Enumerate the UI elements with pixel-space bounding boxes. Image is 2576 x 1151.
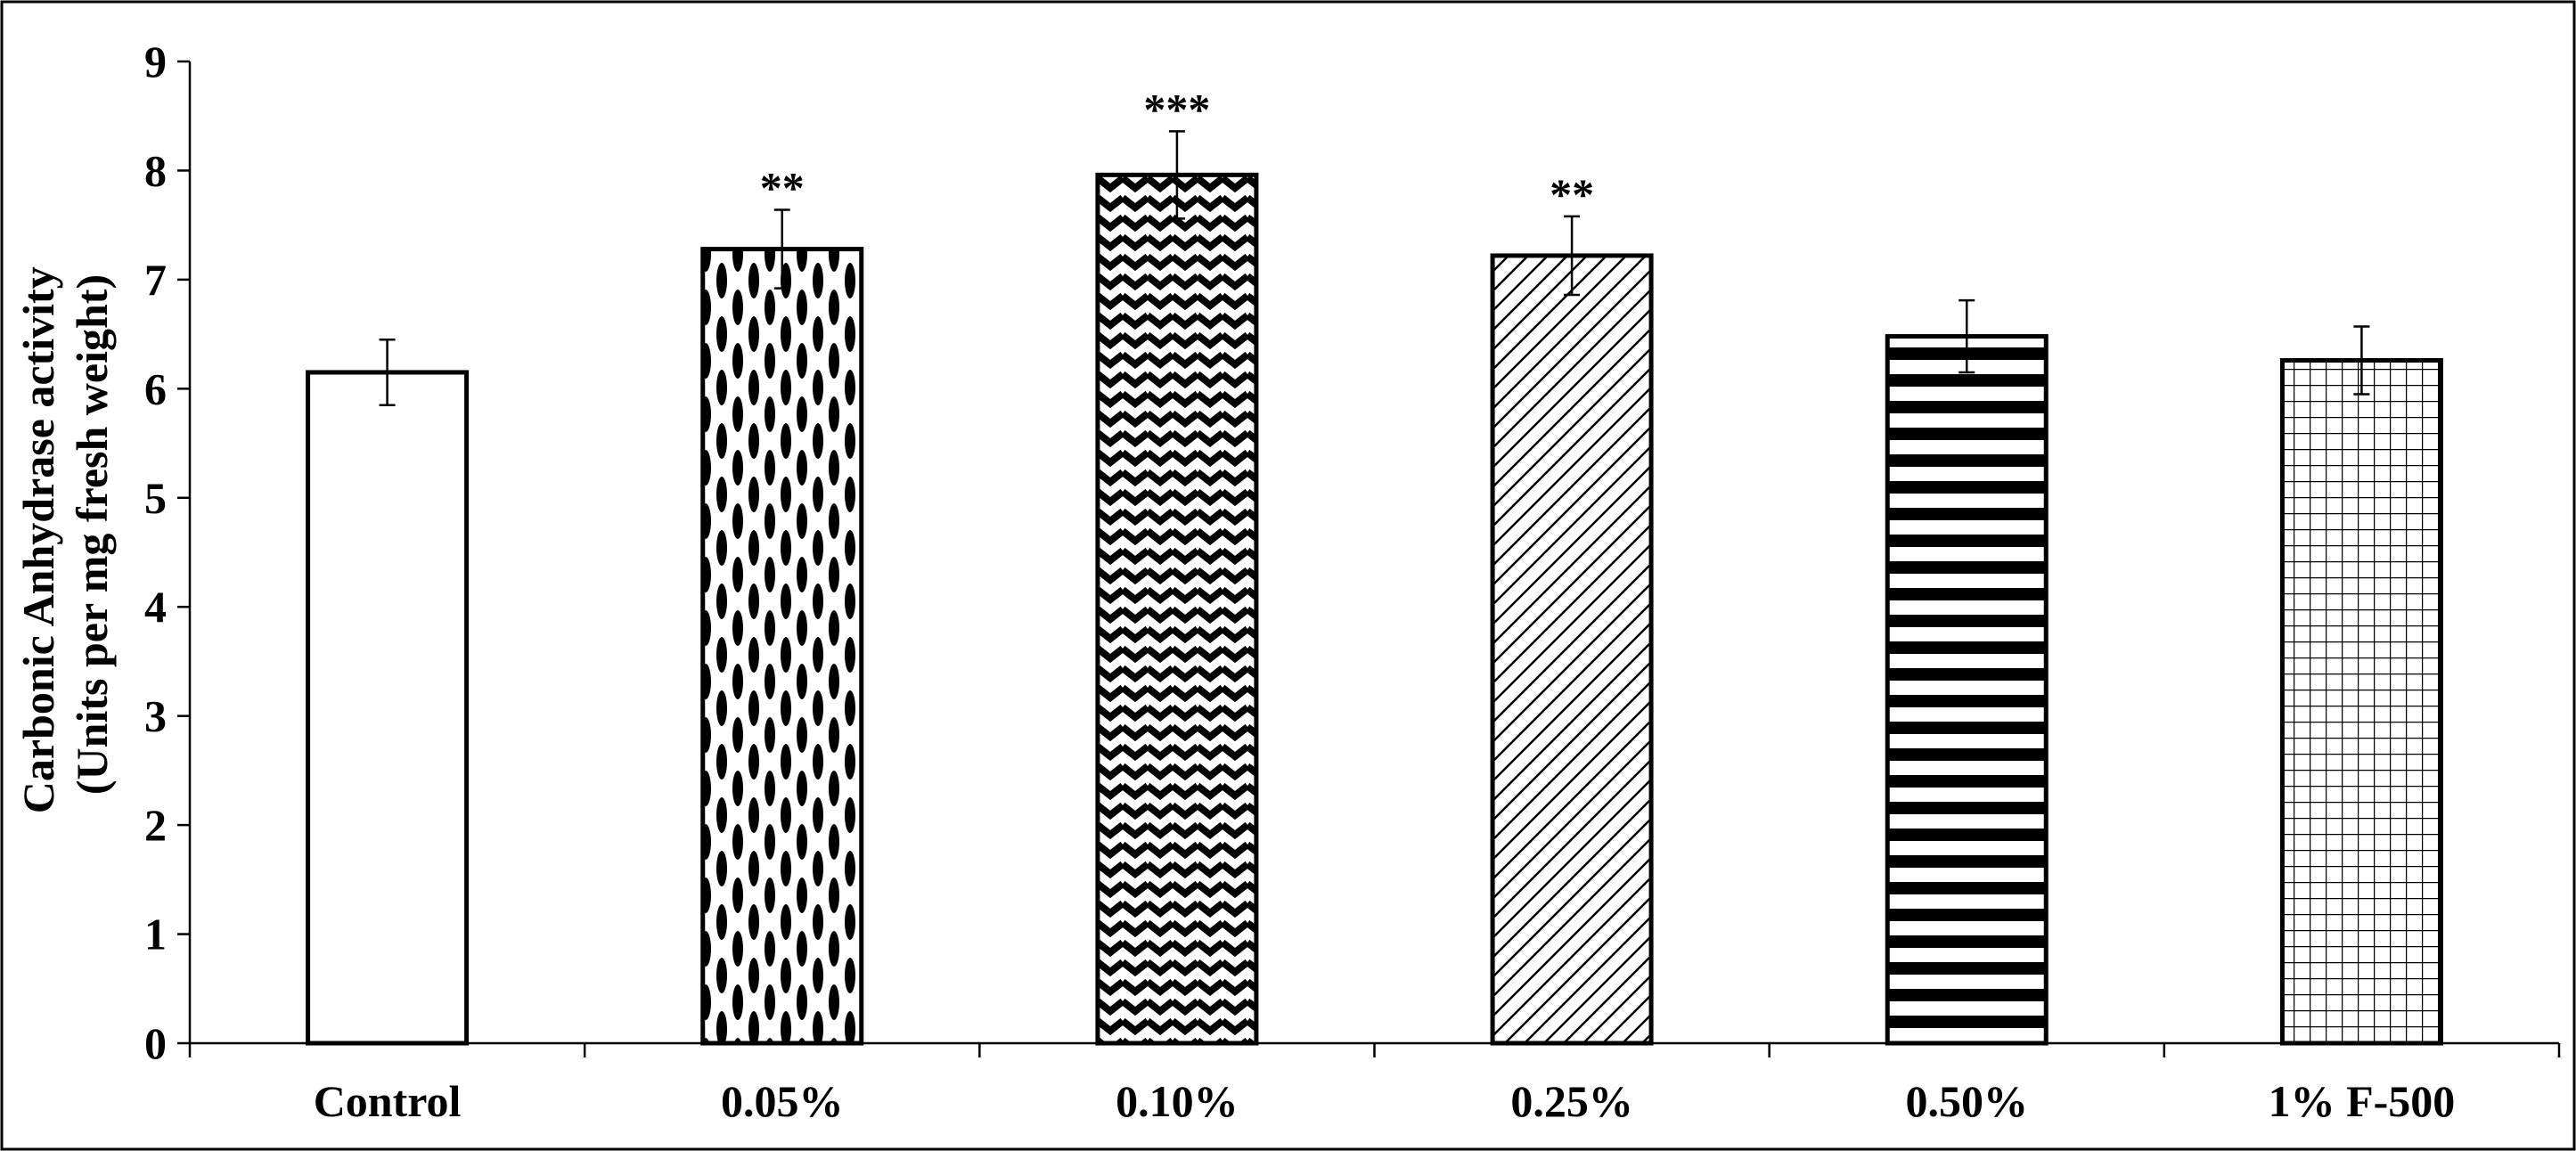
y-tick-label: 0 [144, 1018, 167, 1068]
significance-label: *** [1143, 84, 1210, 134]
y-tick-label: 3 [144, 691, 167, 741]
significance-label: ** [1550, 169, 1594, 219]
y-tick-label: 2 [144, 800, 167, 850]
y-axis-title: Carbonic Anhydrase activity (Units per m… [13, 256, 117, 813]
bar-5 [1885, 334, 2049, 1046]
x-category-label: 0.50% [1906, 1076, 2029, 1126]
y-tick-label: 7 [144, 255, 167, 305]
x-category-label: 1% F-500 [2269, 1076, 2456, 1126]
bar-2 [700, 247, 864, 1046]
y-tick-label: 6 [144, 363, 167, 413]
y-axis-title-line2: (Units per mg fresh weight) [67, 274, 117, 795]
x-category-label: 0.05% [721, 1076, 844, 1126]
y-tick-label: 4 [144, 582, 167, 632]
bars [306, 172, 2443, 1046]
bar-4 [1490, 253, 1654, 1046]
x-axis: Control 0.05% 0.10% 0.25% 0.50% 1% F-500 [188, 1041, 2561, 1126]
significance-markers: ******* [760, 84, 1594, 219]
y-axis-title-line1: Carbonic Anhydrase activity [13, 266, 63, 813]
y-axis: 0 1 2 3 4 5 6 7 8 9 [144, 37, 192, 1068]
y-tick-label: 8 [144, 145, 167, 195]
bar-3 [1095, 172, 1259, 1046]
y-tick-label: 5 [144, 473, 167, 523]
y-tick-label: 9 [144, 37, 167, 86]
y-tick-label: 1 [144, 910, 167, 959]
x-category-label: 0.25% [1510, 1076, 1633, 1126]
error-bars [379, 130, 2370, 406]
bar-1 [306, 370, 470, 1046]
bar-6 [2279, 357, 2443, 1046]
significance-label: ** [760, 163, 805, 213]
x-category-label: Control [314, 1076, 462, 1126]
x-category-label: 0.10% [1116, 1076, 1239, 1126]
